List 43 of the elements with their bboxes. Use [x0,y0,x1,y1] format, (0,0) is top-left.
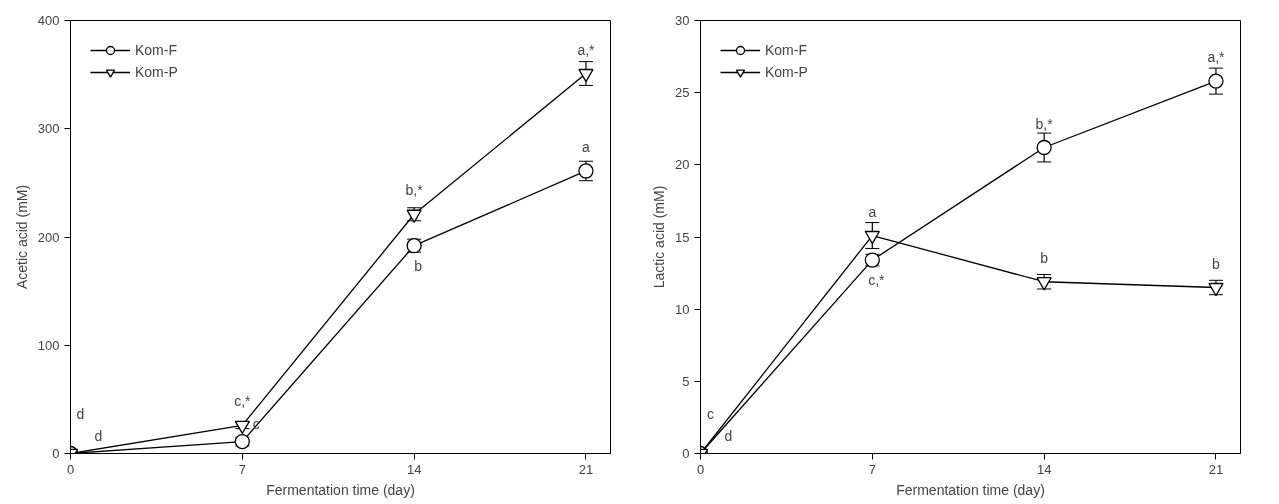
y-tick-label: 25 [675,85,690,101]
y-tick-label: 300 [37,121,60,137]
x-tick-label: 7 [868,461,876,477]
annotation: c,* [234,393,252,410]
legend-label: Kom-F [135,42,177,58]
y-axis-title: Acetic acid (mM) [13,184,30,290]
y-axis-title: Lactic acid (mM) [651,185,668,289]
x-tick-label: 21 [578,461,594,477]
x-tick-label: 0 [696,461,705,477]
y-tick-label: 10 [675,301,690,317]
y-tick-label: 100 [37,337,60,353]
x-axis-title: Fermentation time (day) [266,481,415,498]
annotation: c,* [868,272,886,289]
y-tick-label: 20 [675,157,690,173]
annotation: a [868,203,877,220]
legend-label: Kom-F [765,42,807,58]
annotation: a,* [577,41,596,58]
y-tick-label: 400 [37,13,60,28]
annotation: b,* [405,182,424,199]
x-tick-label: 0 [66,461,75,477]
y-tick-label: 0 [52,446,60,461]
y-tick-label: 30 [675,13,690,28]
annotation: c [707,405,714,422]
x-tick-label: 21 [1208,461,1224,477]
legend-label: Kom-P [135,64,178,80]
annotation: a,* [1207,49,1226,66]
y-tick-label: 15 [675,229,690,245]
y-tick-label: 5 [682,373,690,389]
annotation: b [414,257,423,274]
annotation: b [1040,249,1049,266]
annotation: d [94,427,103,444]
legend-label: Kom-P [765,64,808,80]
annotation: a [582,138,591,155]
y-tick-label: 200 [37,229,60,245]
x-axis-title: Fermentation time (day) [896,481,1045,498]
x-tick-label: 14 [406,461,422,477]
y-tick-label: 0 [682,446,690,461]
x-tick-label: 7 [238,461,246,477]
annotation: b [1212,255,1221,272]
annotation: b,* [1035,115,1054,132]
annotation: d [724,427,733,444]
annotation: d [76,405,85,422]
x-tick-label: 14 [1036,461,1052,477]
